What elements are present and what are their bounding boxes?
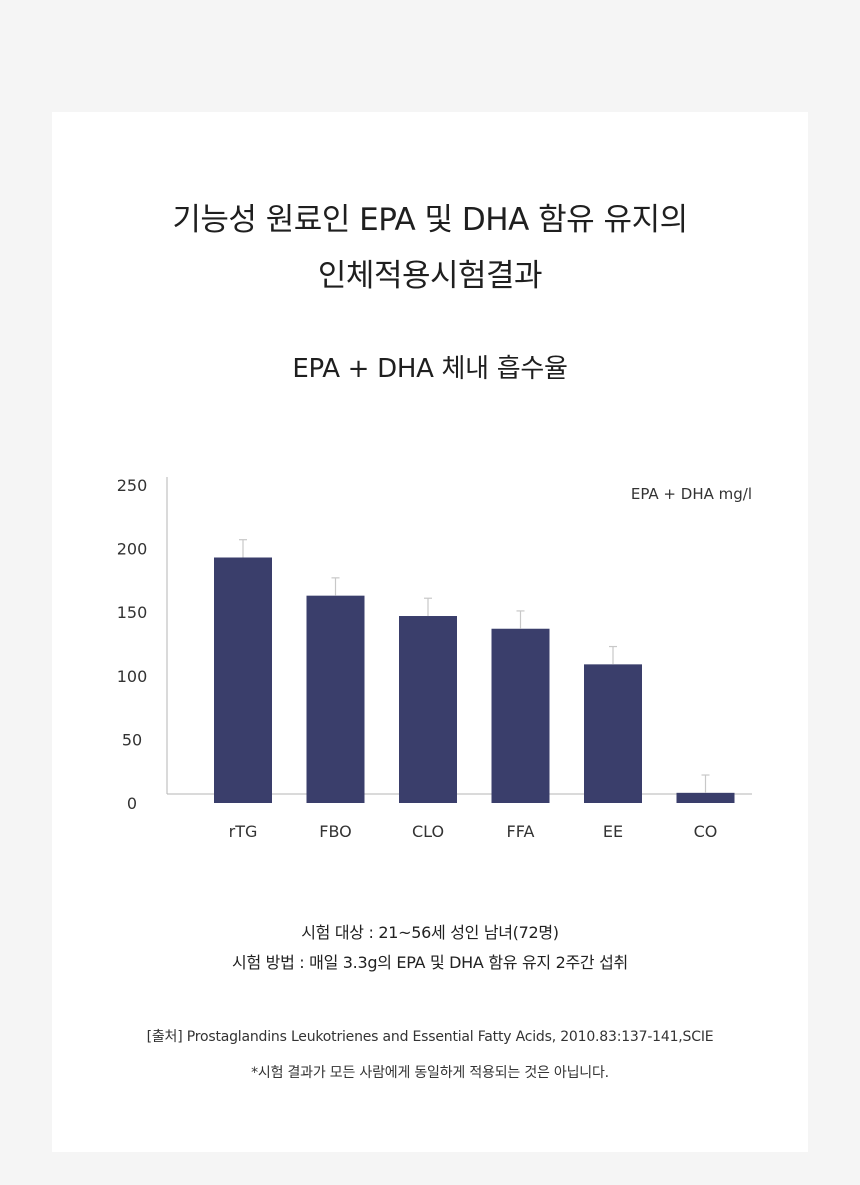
title-line-2: 인체적용시험결과: [317, 258, 543, 294]
page-title: 기능성 원료인 EPA 및 DHA 함유 유지의 인체적용시험결과: [52, 192, 808, 304]
x-tick-label: EE: [603, 822, 623, 841]
disclaimer: *시험 결과가 모든 사람에게 동일하게 적용되는 것은 아닙니다.: [251, 1065, 609, 1081]
bar: [306, 595, 365, 803]
y-tick-label: 50: [122, 730, 142, 749]
test-method: 시험 방법 : 매일 3.3g의 EPA 및 DHA 함유 유지 2주간 섭취: [232, 953, 628, 972]
bar: [676, 792, 735, 803]
y-tick-label: 100: [117, 667, 148, 686]
content-card: 기능성 원료인 EPA 및 DHA 함유 유지의 인체적용시험결과 EPA + …: [52, 112, 808, 1152]
chart-subtitle: EPA + DHA 체내 흡수율: [292, 354, 568, 384]
bar: [491, 628, 550, 803]
bar: [214, 557, 272, 803]
y-tick-label: 250: [117, 476, 148, 495]
y-tick-label: 200: [117, 540, 148, 559]
x-tick-label: rTG: [229, 822, 258, 841]
y-tick-label: 150: [117, 603, 148, 622]
bar-chart: 0 50 100 150 200 250 EPA + DHA mg/l rTG FBO CLO FF…: [117, 476, 752, 841]
test-subjects: 시험 대상 : 21~56세 성인 남녀(72명): [301, 923, 559, 942]
bar: [399, 616, 457, 803]
bar: [584, 664, 642, 803]
x-tick-label: FBO: [319, 822, 352, 841]
x-tick-label: FFA: [507, 822, 535, 841]
unit-label: EPA + DHA mg/l: [631, 485, 752, 503]
title-line-1: 기능성 원료인 EPA 및 DHA 함유 유지의: [172, 202, 688, 238]
x-tick-label: CLO: [412, 822, 444, 841]
source-citation: [출처] Prostaglandins Leukotrienes and Ess…: [146, 1029, 714, 1045]
x-tick-label: CO: [694, 822, 718, 841]
test-notes: 시험 대상 : 21~56세 성인 남녀(72명) 시험 방법 : 매일 3.3…: [52, 918, 808, 978]
y-tick-label: 0: [127, 794, 137, 813]
